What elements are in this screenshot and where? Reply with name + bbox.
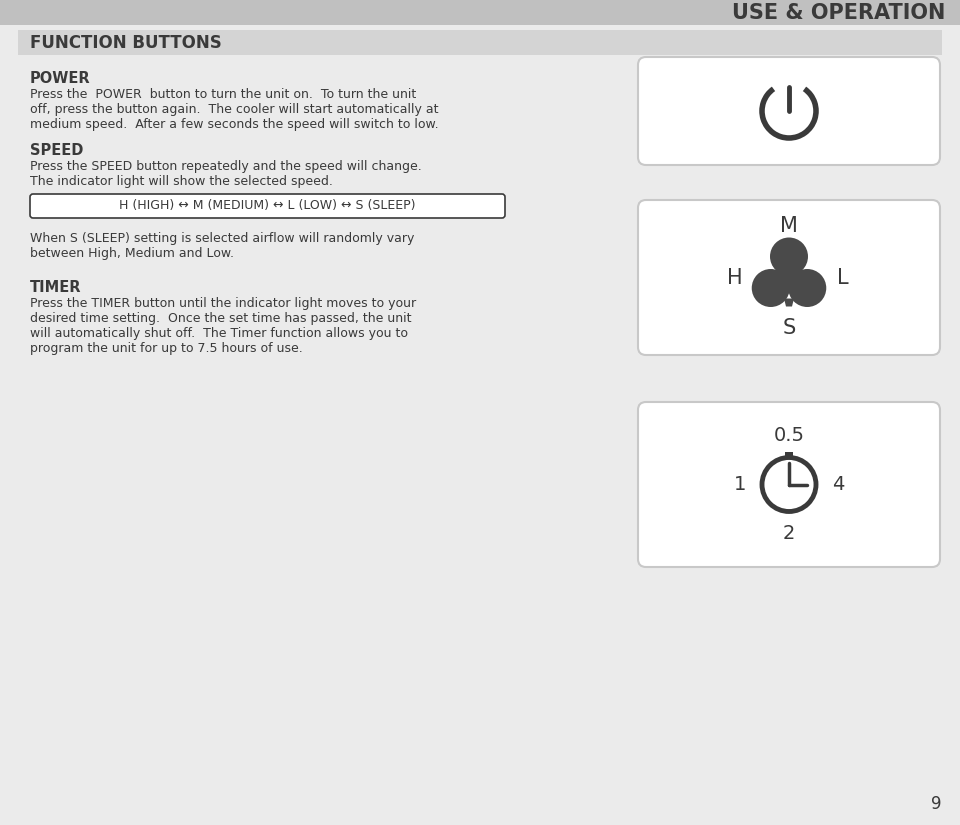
Text: between High, Medium and Low.: between High, Medium and Low. — [30, 247, 234, 260]
Text: FUNCTION BUTTONS: FUNCTION BUTTONS — [30, 34, 222, 52]
Text: 2: 2 — [782, 524, 795, 543]
Text: The indicator light will show the selected speed.: The indicator light will show the select… — [30, 175, 333, 188]
Text: When S (SLEEP) setting is selected airflow will randomly vary: When S (SLEEP) setting is selected airfl… — [30, 232, 415, 245]
Text: TIMER: TIMER — [30, 280, 82, 295]
Circle shape — [788, 269, 827, 307]
Text: medium speed.  After a few seconds the speed will switch to low.: medium speed. After a few seconds the sp… — [30, 118, 439, 131]
Circle shape — [770, 238, 808, 276]
Text: 4: 4 — [831, 475, 844, 494]
FancyBboxPatch shape — [638, 57, 940, 165]
Text: 1: 1 — [733, 475, 746, 494]
Text: 0.5: 0.5 — [774, 426, 804, 445]
Text: Press the TIMER button until the indicator light moves to your: Press the TIMER button until the indicat… — [30, 297, 416, 310]
Text: SPEED: SPEED — [30, 143, 84, 158]
Text: program the unit for up to 7.5 hours of use.: program the unit for up to 7.5 hours of … — [30, 342, 302, 355]
Circle shape — [779, 267, 800, 288]
Text: will automatically shut off.  The Timer function allows you to: will automatically shut off. The Timer f… — [30, 327, 408, 340]
Text: Press the  POWER  button to turn the unit on.  To turn the unit: Press the POWER button to turn the unit … — [30, 88, 417, 101]
Text: H: H — [727, 267, 743, 287]
FancyBboxPatch shape — [638, 200, 940, 355]
Text: off, press the button again.  The cooler will start automatically at: off, press the button again. The cooler … — [30, 103, 439, 116]
Text: 9: 9 — [931, 795, 942, 813]
FancyBboxPatch shape — [638, 402, 940, 567]
Bar — [18, 30, 942, 55]
Text: S: S — [782, 318, 796, 338]
Text: Press the SPEED button repeatedly and the speed will change.: Press the SPEED button repeatedly and th… — [30, 160, 421, 173]
Text: L: L — [837, 267, 849, 287]
Bar — [0, 0, 960, 25]
Polygon shape — [784, 299, 794, 307]
Text: desired time setting.  Once the set time has passed, the unit: desired time setting. Once the set time … — [30, 312, 412, 325]
Bar — [785, 451, 793, 459]
Text: M: M — [780, 216, 798, 237]
FancyBboxPatch shape — [30, 194, 505, 218]
Text: POWER: POWER — [30, 71, 90, 86]
Text: USE & OPERATION: USE & OPERATION — [732, 3, 945, 23]
Text: H (HIGH) ↔ M (MEDIUM) ↔ L (LOW) ↔ S (SLEEP): H (HIGH) ↔ M (MEDIUM) ↔ L (LOW) ↔ S (SLE… — [119, 200, 416, 213]
Circle shape — [752, 269, 790, 307]
